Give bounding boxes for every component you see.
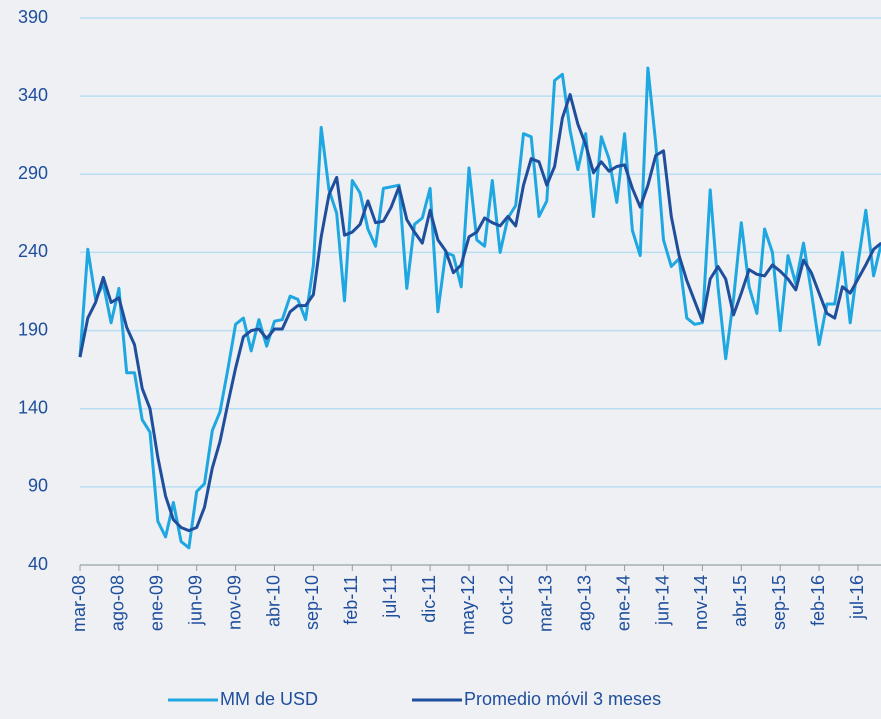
x-tick-label: jun-09 — [185, 575, 205, 626]
series-line — [78, 66, 881, 550]
x-tick-label: nov-09 — [224, 575, 244, 630]
x-tick-label: dic-11 — [419, 575, 439, 623]
x-tick-label: mar-08 — [69, 575, 89, 632]
y-tick-label: 240 — [18, 241, 48, 261]
x-tick-label: feb-11 — [341, 575, 361, 625]
x-tick-label: sep-15 — [769, 575, 789, 630]
x-tick-label: ago-08 — [108, 575, 128, 631]
legend-label: Promedio móvil 3 meses — [464, 689, 661, 709]
series-line — [78, 93, 881, 533]
x-tick-label: sep-10 — [302, 575, 322, 630]
x-tick-label: jul-16 — [847, 575, 867, 620]
x-tick-label: mar-13 — [536, 575, 556, 632]
y-tick-label: 140 — [18, 397, 48, 417]
x-tick-label: ene-14 — [613, 575, 633, 631]
y-tick-label: 40 — [28, 554, 48, 574]
x-tick-label: ago-13 — [574, 575, 594, 631]
x-tick-label: jul-11 — [380, 575, 400, 619]
y-tick-label: 290 — [18, 163, 48, 183]
x-tick-label: ene-09 — [147, 575, 167, 631]
x-tick-label: feb-16 — [808, 575, 828, 626]
x-tick-label: nov-14 — [691, 575, 711, 630]
y-tick-label: 340 — [18, 85, 48, 105]
x-tick-label: abr-15 — [730, 575, 750, 627]
x-tick-label: abr-10 — [263, 575, 283, 627]
y-tick-label: 190 — [18, 319, 48, 339]
y-tick-label: 390 — [18, 7, 48, 27]
x-tick-label: jun-14 — [652, 575, 672, 626]
legend-label: MM de USD — [220, 689, 318, 709]
y-tick-label: 90 — [28, 476, 48, 496]
x-tick-label: oct-12 — [497, 575, 517, 625]
x-tick-label: may-12 — [458, 575, 478, 635]
